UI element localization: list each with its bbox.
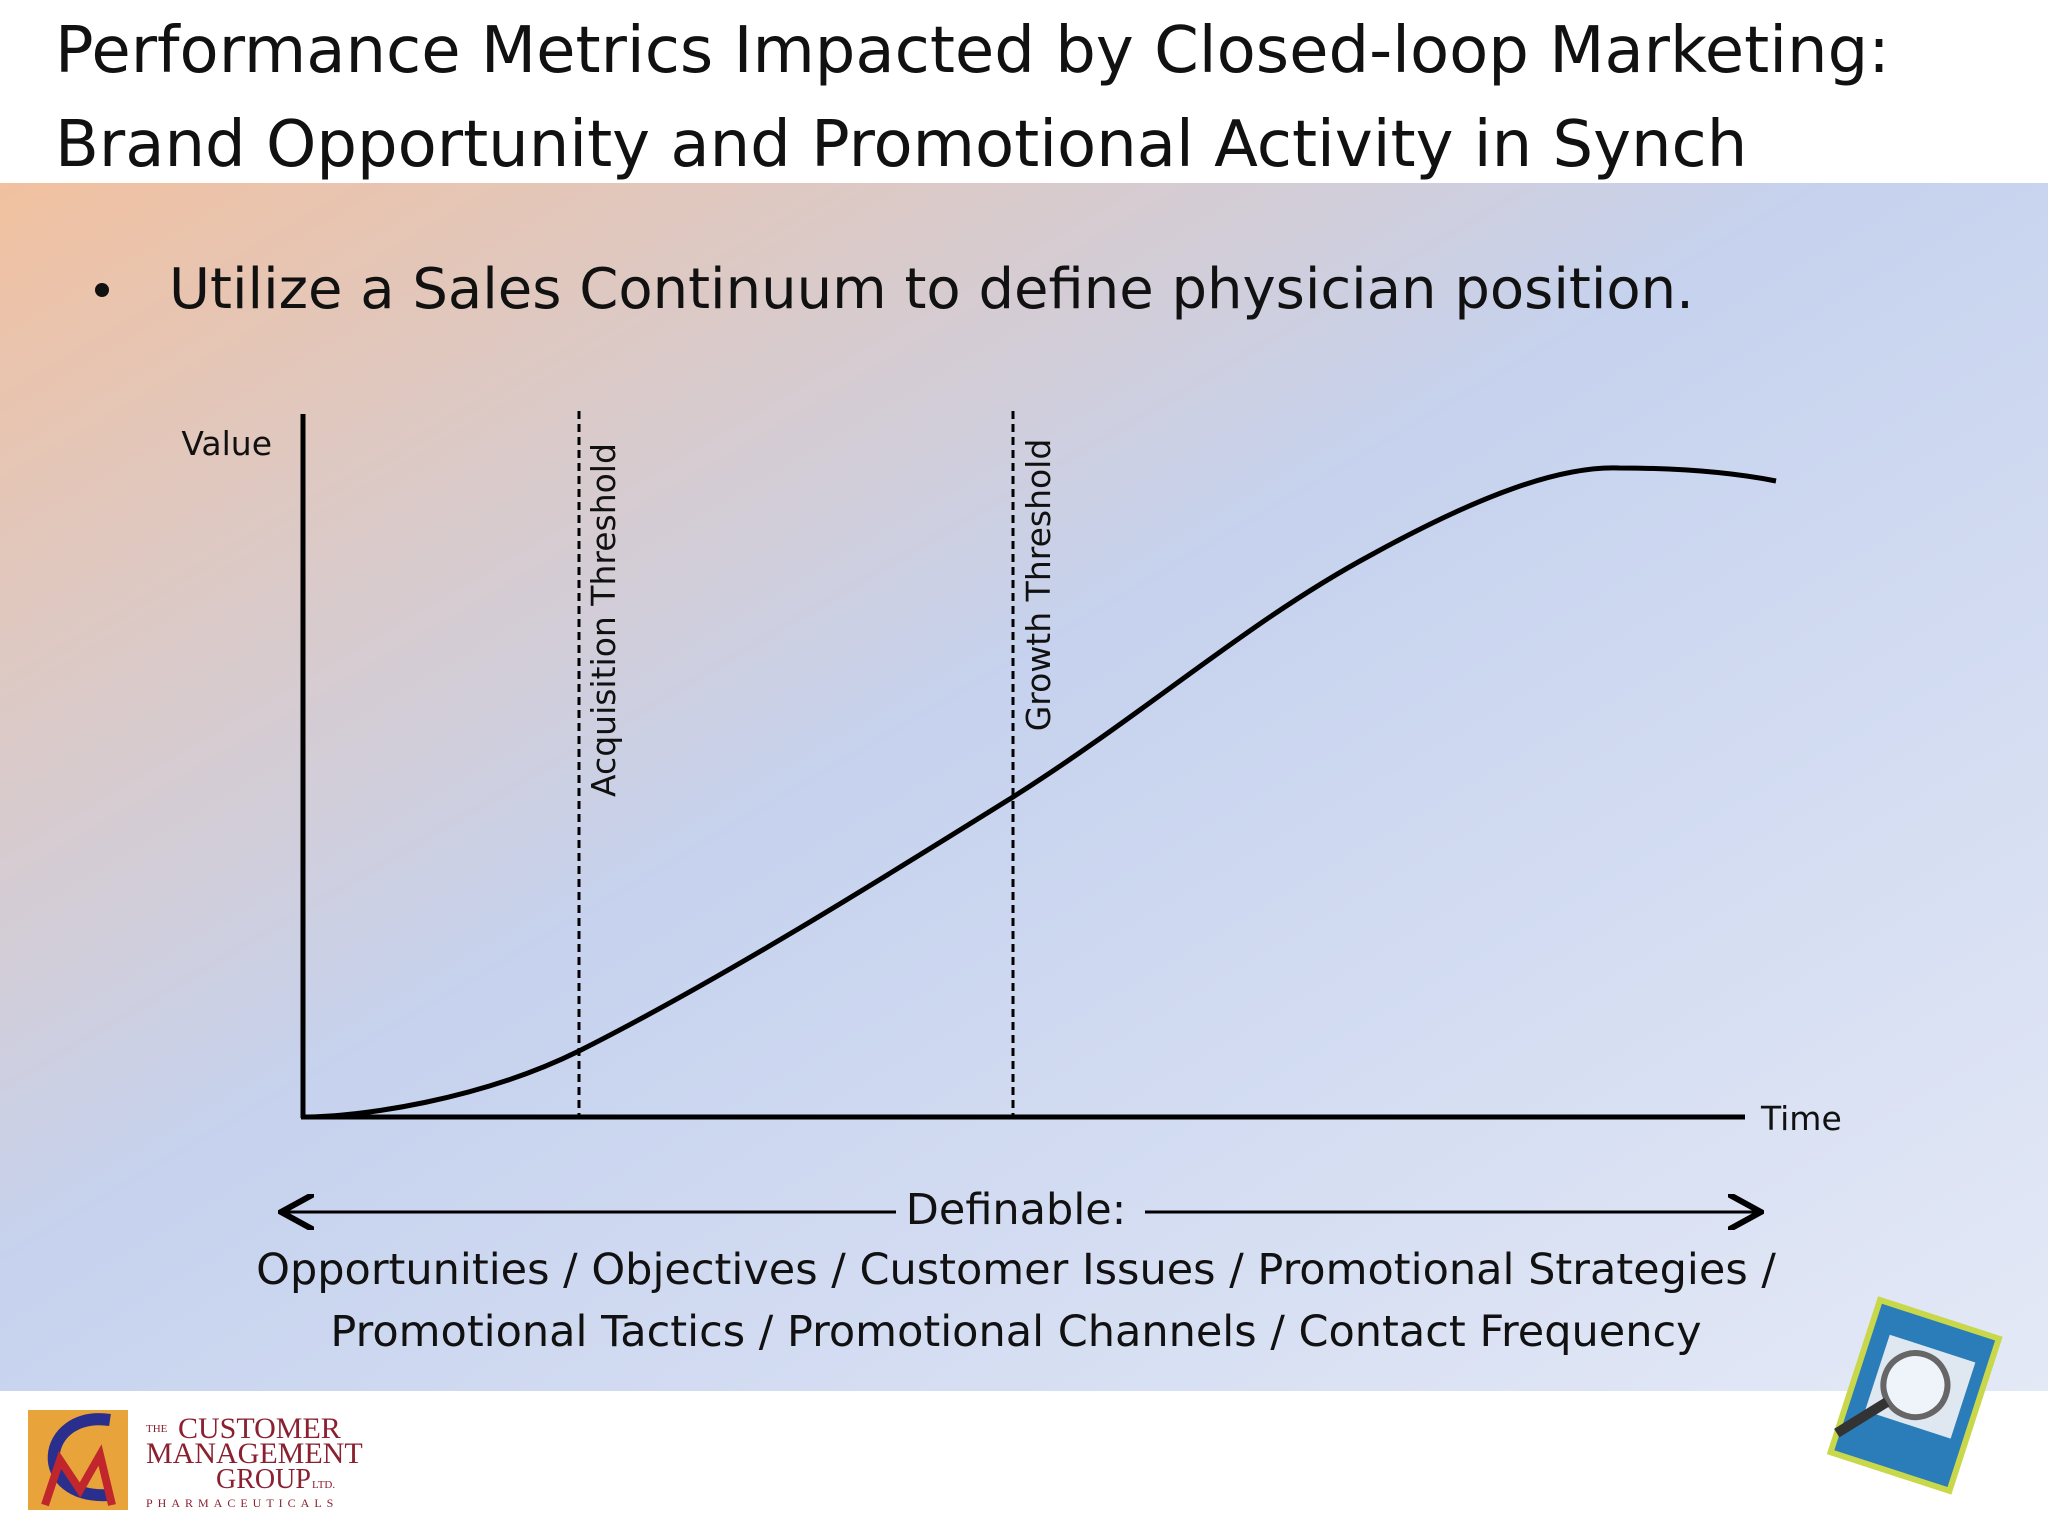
definable-line: Opportunities / Objectives / Customer Is… <box>256 1245 1776 1295</box>
logo-text: GROUP <box>216 1464 311 1495</box>
bullet-dot <box>95 283 109 297</box>
logo-text: LTD. <box>312 1479 335 1491</box>
threshold-label: Growth Threshold <box>1019 439 1058 732</box>
logo-text: THE <box>146 1423 168 1435</box>
y-axis-label: Value <box>181 424 272 463</box>
logo-mark <box>41 1444 116 1507</box>
logo-mark <box>47 1413 111 1502</box>
sales-curve <box>302 465 1777 1120</box>
logo-text: MANAGEMENT <box>146 1437 363 1470</box>
company-logo: THE CUSTOMER MANAGEMENT GROUP LTD. PHARM… <box>28 1410 363 1510</box>
title-line: Brand Opportunity and Promotional Activi… <box>55 108 1747 182</box>
threshold-label: Acquisition Threshold <box>584 443 623 797</box>
logo-text: PHARMACEUTICALS <box>146 1496 338 1510</box>
title-line: Performance Metrics Impacted by Closed-l… <box>55 14 1890 88</box>
logo-text: CUSTOMER <box>178 1412 341 1445</box>
definable-line: Promotional Tactics / Promotional Channe… <box>330 1307 1701 1357</box>
x-axis-label: Time <box>1760 1099 1842 1138</box>
span-label: Definable: <box>906 1185 1126 1235</box>
magnifier-icon <box>1826 1296 2003 1495</box>
bullet-text: Utilize a Sales Continuum to define phys… <box>169 257 1694 322</box>
